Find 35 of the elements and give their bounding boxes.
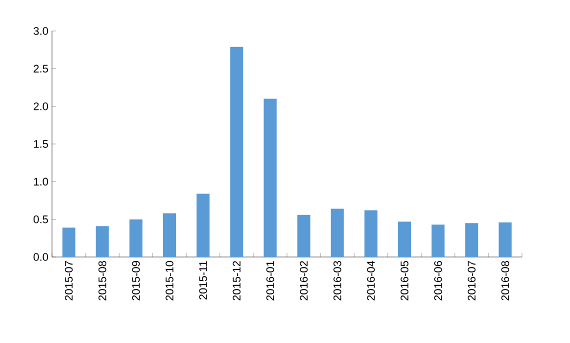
bar	[297, 214, 310, 257]
y-tick-label: 3.0	[34, 27, 48, 35]
bar	[129, 219, 142, 257]
y-tick-label: 1.0	[34, 178, 48, 186]
x-tick-label: 2016-02	[300, 261, 308, 300]
bar	[96, 226, 109, 257]
bar	[398, 222, 412, 257]
x-tick-label: 2016-01	[266, 261, 274, 300]
x-tick-label: 2016-08	[501, 261, 510, 300]
bar	[196, 194, 210, 257]
bar	[230, 46, 244, 257]
y-tick-label: 0.5	[34, 215, 48, 224]
x-tick-label: 2016-07	[468, 261, 476, 300]
bar	[465, 223, 478, 257]
y-tick-label: 1.5	[34, 140, 48, 148]
y-tick-label: 0.0	[34, 253, 48, 261]
y-tick-label: 2.0	[34, 102, 48, 110]
x-tick-label: 2015-11	[199, 261, 207, 300]
x-tick-label: 2016-05	[400, 261, 408, 300]
bar	[498, 222, 512, 257]
bar	[364, 210, 378, 257]
bar	[330, 208, 344, 257]
x-tick-label: 2015-10	[166, 260, 174, 300]
bar	[432, 224, 445, 257]
x-tick-label: 2016-03	[333, 261, 342, 300]
x-tick-label: 2015-09	[132, 261, 140, 300]
y-tick-label: 2.5	[34, 64, 48, 73]
bar	[163, 213, 176, 257]
x-tick-label: 2016-06	[434, 261, 442, 300]
bar	[264, 98, 277, 257]
x-tick-label: 2015-08	[98, 261, 106, 300]
bar	[62, 228, 76, 257]
x-tick-label: 2016-04	[367, 260, 375, 300]
x-tick-label: 2015-12	[232, 261, 241, 300]
x-tick-label: 2015-07	[64, 261, 73, 300]
